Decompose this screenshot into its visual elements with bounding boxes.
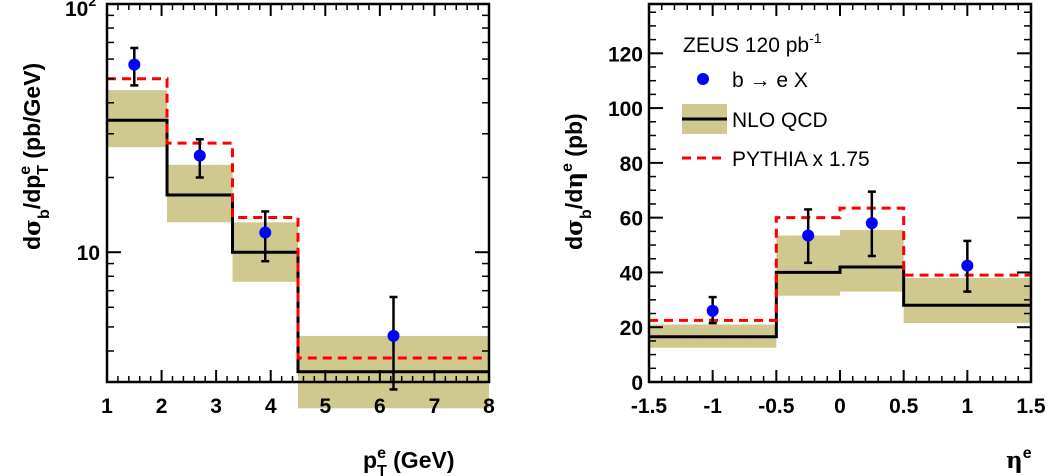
right-y-tick-label: 0 [631,372,643,395]
right-y-axis-title: dσb/dηe (pb) [559,113,595,250]
left-data-point [387,329,400,342]
left-nlo-band-bin [107,90,168,148]
right-y-tick-label: 100 [608,98,643,121]
right-nlo-central-line [649,265,1031,339]
right-x-tick-labels: -1.5 -1 -0.5 0 0.5 1 1.5 [631,395,1046,418]
right-plot-area [649,190,1031,348]
right-y-tick-labels: 0 20 40 60 80 100 120 [608,43,643,395]
right-x-tick-label: -1 [703,395,722,418]
right-y-tick-label: 80 [620,153,643,176]
left-plot-area [107,46,489,409]
right-y-tick-label: 60 [620,208,643,231]
left-x-tick-label: 5 [319,395,331,418]
left-x-tick-label: 7 [429,395,441,418]
right-y-tick-label: 20 [620,317,643,340]
legend: ZEUS 120 pb-1 b → e X NLO QCD PYTHIA x 1… [682,30,870,171]
left-pythia-line [107,77,489,360]
right-y-tick-label: 40 [620,262,643,285]
left-x-tick-labels: 1 2 3 4 5 6 7 8 [101,395,495,418]
legend-label-data: b → e X [732,69,808,92]
right-data-point [865,217,878,230]
right-x-tick-label: -0.5 [758,395,795,418]
legend-label-nlo: NLO QCD [732,109,828,132]
left-panel: 1 2 3 4 5 6 7 8 10 102 pe T (GeV) dσb/dpeT (pb/Ge… [17,0,495,476]
left-nlo-central-line [107,118,489,374]
right-axis-ticks [648,4,1032,383]
left-x-tick-label: 2 [156,395,168,418]
left-y-tick-label: 10 [77,242,100,265]
left-data-point [259,226,272,239]
legend-data-marker [697,73,709,85]
left-x-axis-title: pe T (GeV) [363,445,454,476]
left-y-tick-labels: 10 102 [65,0,100,265]
left-x-tick-label: 3 [210,395,222,418]
right-data-point [961,259,974,272]
left-x-tick-label: 1 [101,395,113,418]
left-x-tick-label: 4 [265,395,277,418]
right-data-point [706,304,719,317]
left-data-point [193,149,206,162]
legend-label-pythia: PYTHIA x 1.75 [732,148,870,171]
left-y-tick-label: 102 [65,0,96,21]
right-x-tick-label: 0.5 [889,395,919,418]
left-plot-frame [105,2,491,384]
left-axis-ticks [106,3,490,383]
right-x-tick-label: -1.5 [631,395,668,418]
right-y-tick-label: 120 [608,43,643,66]
right-x-axis-title: ηe [1006,445,1032,474]
left-x-tick-label: 6 [374,395,386,418]
left-data-point [128,58,141,71]
right-panel: -1.5 -1 -0.5 0 0.5 1 1.5 0 20 40 60 80 100 120 ηe dσ… [559,2,1046,474]
right-pythia-line [649,206,1031,322]
right-data-point [802,229,815,242]
right-x-tick-label: 1 [961,395,973,418]
right-x-tick-label: 0 [834,395,846,418]
left-x-tick-label: 8 [483,395,495,418]
left-y-axis-title: dσb/dpeT (pb/GeV) [17,63,53,250]
right-x-tick-label: 1.5 [1016,395,1046,418]
legend-title: ZEUS 120 pb-1 [683,30,822,57]
